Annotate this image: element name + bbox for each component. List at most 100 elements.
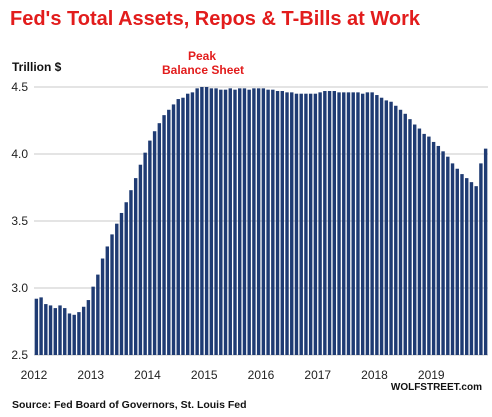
bar [209, 88, 214, 355]
x-tick-label: 2014 [134, 368, 161, 382]
bar [152, 131, 157, 355]
bar [96, 274, 100, 355]
bar [124, 202, 128, 355]
bar [105, 246, 110, 355]
y-tick-label: 3.0 [11, 281, 28, 295]
bar [204, 87, 209, 355]
bar [223, 89, 228, 356]
bar [77, 312, 81, 355]
bar [266, 89, 270, 356]
bar [417, 128, 422, 355]
bar [34, 298, 39, 355]
bar [148, 140, 152, 355]
x-tick-label: 2012 [21, 368, 48, 382]
bar [110, 234, 114, 355]
bar [403, 113, 407, 355]
bar [271, 89, 275, 356]
bar [200, 87, 204, 355]
bar [238, 88, 242, 355]
bar [446, 156, 450, 355]
bar [63, 308, 67, 355]
bar [81, 306, 86, 355]
bar [356, 92, 360, 356]
bar [44, 304, 48, 355]
bar [375, 95, 379, 355]
gridlines [34, 86, 488, 356]
bar-series [34, 87, 488, 356]
bar [483, 148, 488, 355]
bar [351, 92, 355, 356]
bar [450, 163, 455, 355]
bar [422, 133, 426, 355]
bar [394, 105, 398, 355]
bar [389, 101, 393, 356]
bar [171, 104, 176, 355]
bar [308, 93, 313, 355]
peak-annotation: Peak Balance Sheet [162, 49, 245, 77]
y-tick-label: 3.5 [11, 214, 28, 228]
y-axis: 2.5 3.0 3.5 4.0 4.5 [11, 80, 28, 362]
bar [39, 297, 43, 355]
bar [441, 151, 445, 355]
bar [252, 88, 256, 355]
y-axis-unit-label: Trillion $ [12, 60, 62, 74]
x-tick-label: 2015 [191, 368, 218, 382]
bar [162, 115, 166, 355]
bar [413, 124, 417, 356]
bar [86, 300, 91, 355]
bar [332, 91, 337, 356]
chart-title: Fed's Total Assets, Repos & T-Bills at W… [10, 8, 421, 30]
x-axis: 2012 2013 2014 2015 2016 2017 2018 2019 [21, 368, 445, 382]
bar [384, 100, 389, 356]
x-tick-label: 2017 [304, 368, 331, 382]
bar [304, 93, 308, 355]
bar [219, 89, 223, 356]
peak-annotation-line1: Peak [187, 49, 217, 63]
bar [294, 93, 299, 355]
bar [233, 89, 237, 356]
bar [323, 91, 327, 356]
bar [346, 92, 351, 356]
bar [360, 93, 365, 355]
bar [469, 182, 474, 355]
bar [256, 88, 261, 355]
x-tick-label: 2013 [77, 368, 104, 382]
bar [53, 308, 57, 355]
bar [138, 164, 143, 355]
y-tick-label: 4.5 [11, 80, 28, 94]
bar [337, 92, 341, 356]
bar [167, 109, 171, 355]
bar [427, 136, 431, 355]
bar [157, 123, 162, 356]
bar [474, 186, 478, 355]
bar [465, 178, 469, 355]
bar [48, 305, 53, 355]
bar [242, 88, 247, 355]
bar [379, 97, 384, 355]
bar [181, 97, 185, 355]
bar [460, 174, 464, 355]
x-tick-label: 2019 [418, 368, 445, 382]
peak-annotation-line2: Balance Sheet [162, 63, 245, 77]
x-tick-label: 2018 [361, 368, 388, 382]
bar [479, 163, 483, 355]
bar [436, 145, 441, 355]
bar [67, 313, 72, 355]
brand-watermark: WOLFSTREET.com [390, 382, 482, 393]
bar [190, 92, 195, 356]
bar [186, 93, 190, 355]
bar [398, 109, 403, 355]
bar [72, 314, 76, 355]
bar [318, 92, 322, 356]
bar [176, 99, 180, 355]
bar [247, 89, 251, 356]
bar [91, 286, 95, 355]
bar [214, 88, 218, 355]
bar [228, 88, 232, 355]
bar [133, 178, 138, 355]
y-tick-label: 2.5 [11, 348, 28, 362]
bar [299, 93, 303, 355]
bar [261, 88, 266, 355]
bar [408, 119, 412, 355]
